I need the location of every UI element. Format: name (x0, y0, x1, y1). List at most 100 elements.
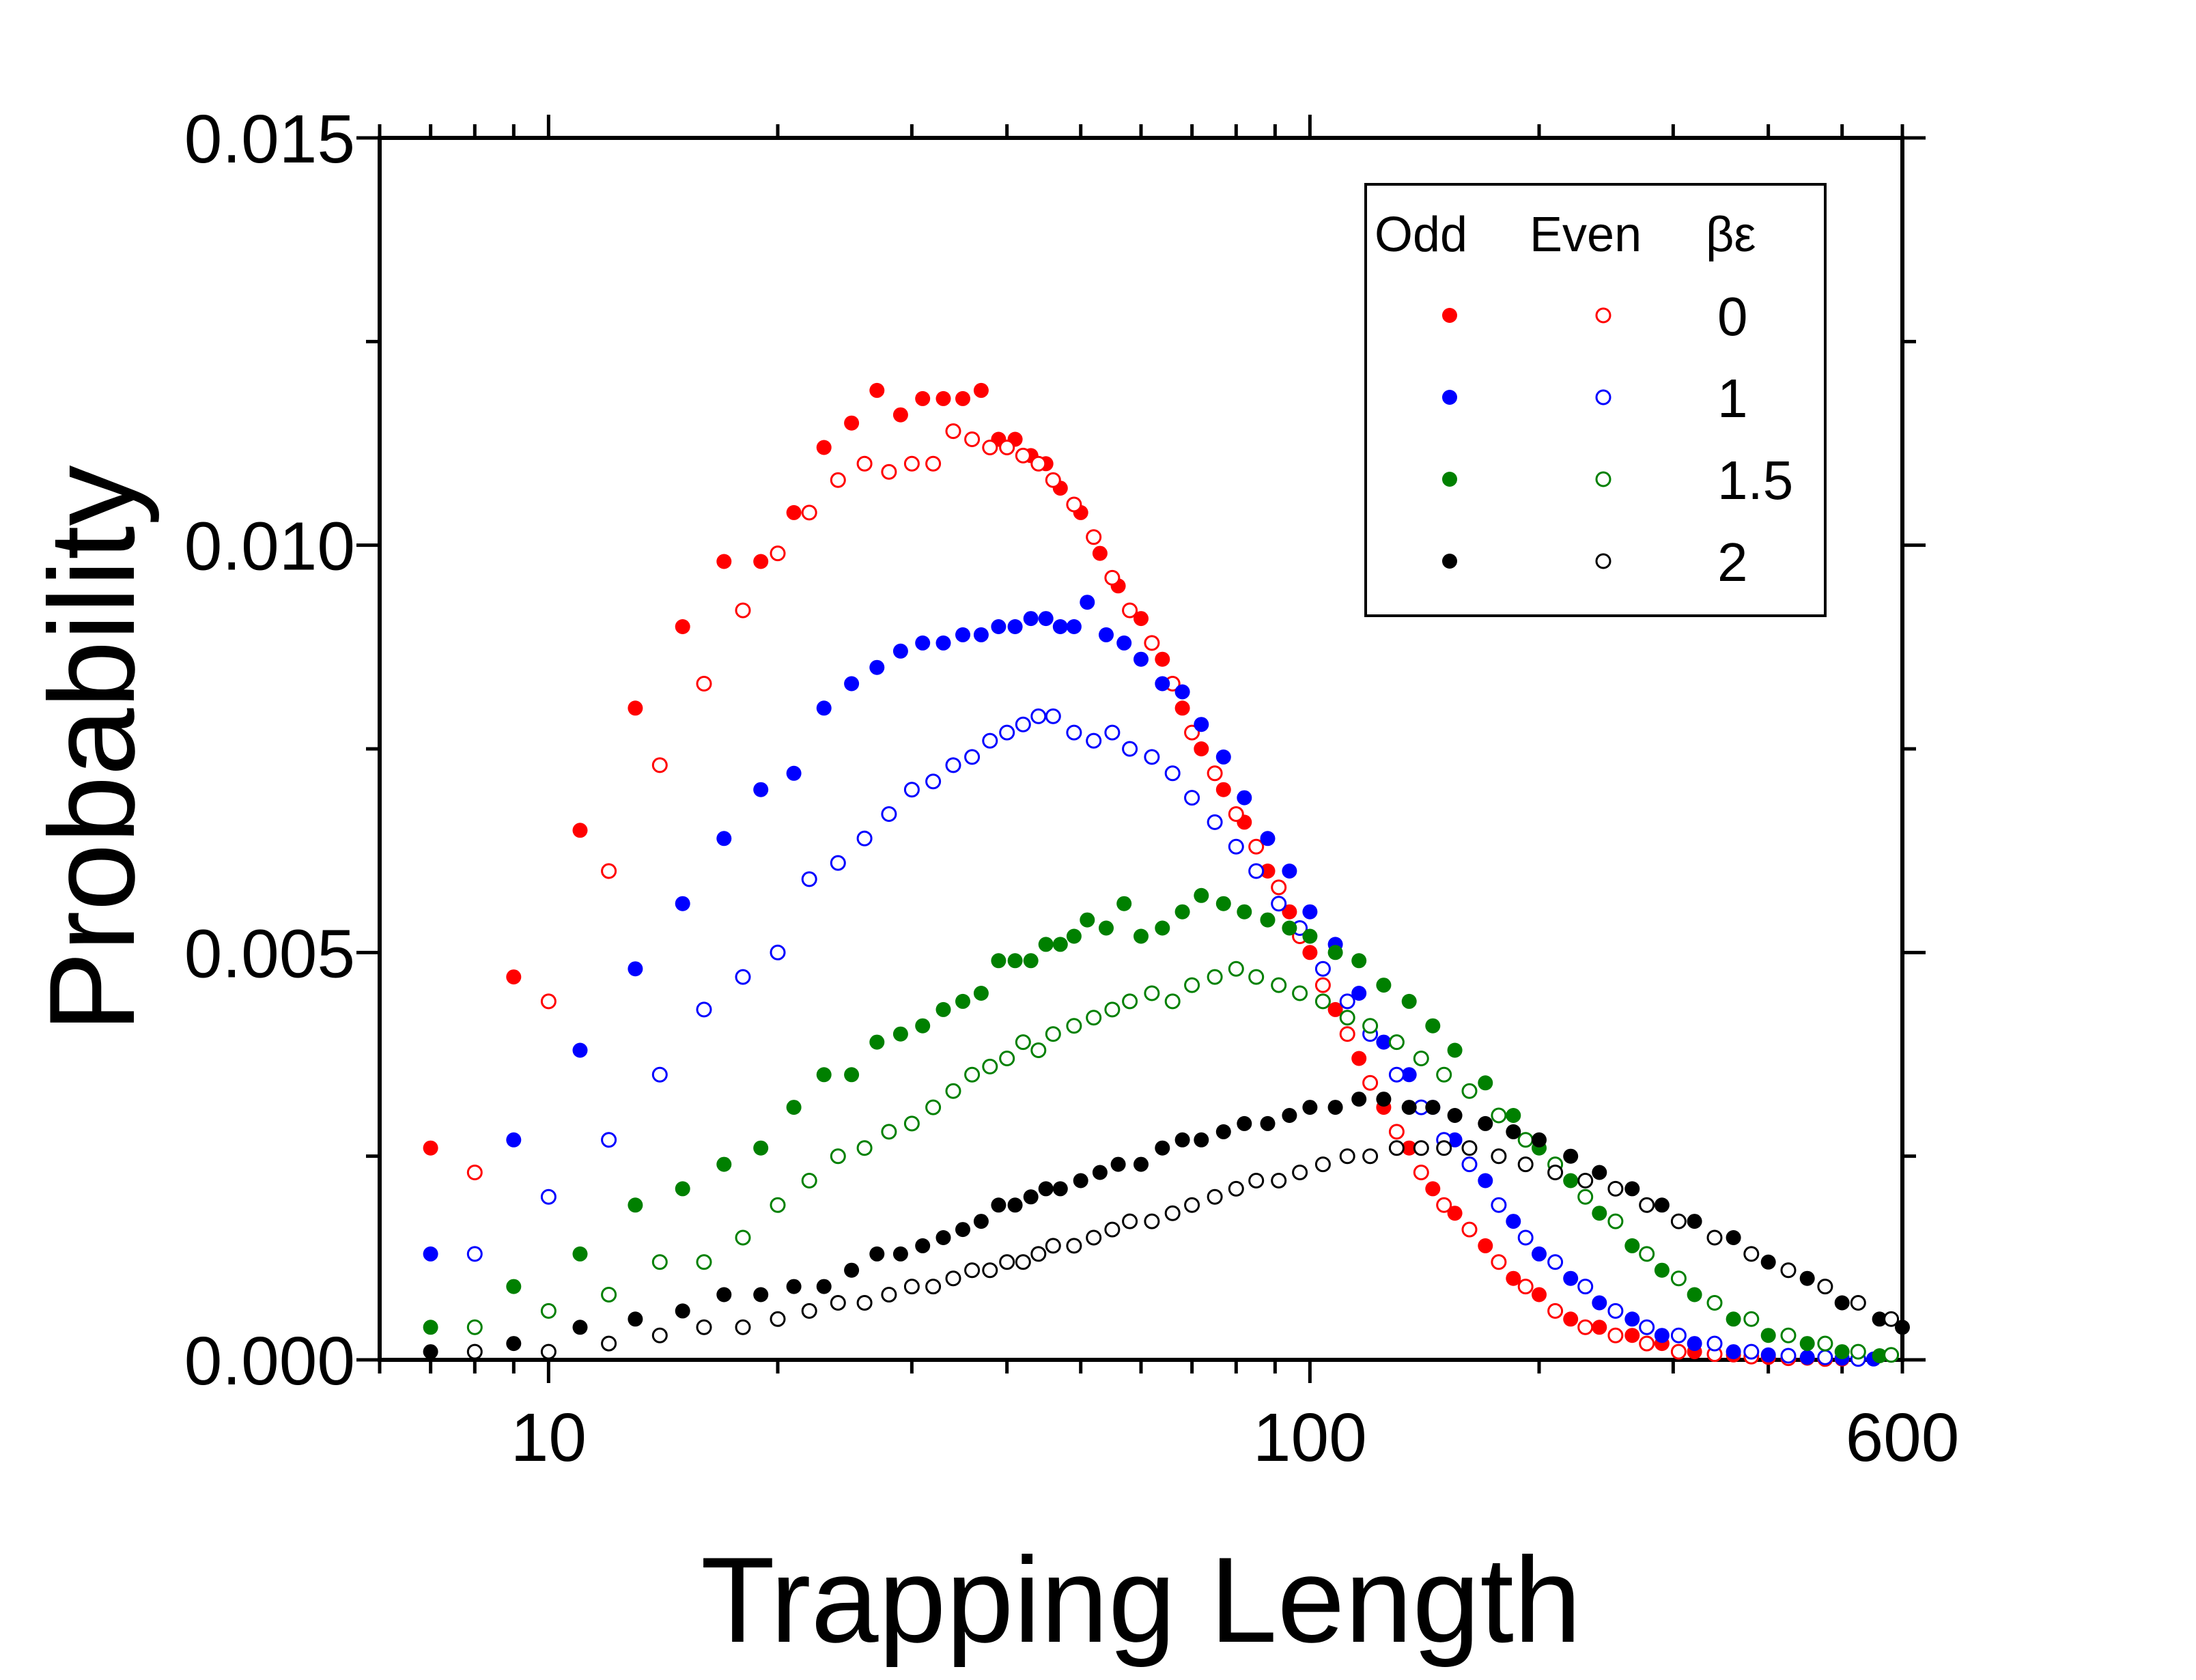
data-point (1592, 1295, 1607, 1311)
data-point (856, 455, 873, 472)
data-point (601, 863, 617, 879)
data-point (466, 1319, 483, 1335)
data-point (1351, 986, 1367, 1001)
data-point (1607, 1180, 1624, 1197)
data-point (1327, 945, 1343, 960)
data-point (1271, 1173, 1287, 1188)
data-point (1237, 904, 1252, 920)
data-point (973, 1214, 989, 1229)
data-point (1104, 724, 1121, 741)
data-point (696, 1254, 712, 1270)
legend-value: 1 (1717, 368, 1748, 429)
data-point (1351, 1051, 1367, 1066)
data-point (955, 993, 970, 1009)
data-point (716, 554, 732, 569)
data-point (1086, 529, 1102, 545)
data-point (1282, 920, 1297, 936)
data-point (1687, 1336, 1702, 1352)
data-point (801, 1302, 817, 1319)
data-point (1799, 1350, 1815, 1365)
data-point (540, 1302, 557, 1319)
data-point (1436, 1140, 1452, 1156)
data-point (1563, 1173, 1579, 1188)
data-point (601, 1335, 617, 1352)
data-point (770, 944, 786, 960)
data-point (628, 1197, 643, 1213)
data-point (1144, 635, 1160, 651)
data-point (816, 700, 832, 716)
data-point (1155, 920, 1170, 936)
data-point (1144, 749, 1160, 765)
legend-marker-even (1595, 471, 1611, 487)
data-point (1174, 684, 1190, 700)
data-point (1895, 1320, 1910, 1335)
data-point (1086, 732, 1102, 749)
data-point (1670, 1343, 1687, 1360)
data-point (1376, 1092, 1392, 1107)
data-point (1607, 1213, 1624, 1229)
data-point (1834, 1344, 1850, 1360)
data-point (1743, 1343, 1760, 1360)
data-point (675, 1181, 690, 1197)
data-point (1339, 1026, 1355, 1042)
data-point (1080, 912, 1095, 928)
data-point (770, 1197, 786, 1213)
data-point (1015, 1034, 1031, 1051)
data-point (856, 1295, 873, 1311)
data-point (786, 1100, 802, 1115)
data-point (1577, 1279, 1594, 1295)
data-point (1654, 1197, 1670, 1213)
legend-marker-odd (1442, 308, 1457, 323)
data-point (1038, 937, 1054, 952)
data-point (1339, 1148, 1355, 1165)
data-point (892, 1246, 908, 1262)
data-point (1030, 1246, 1047, 1262)
data-point (945, 1083, 961, 1099)
data-point (973, 986, 989, 1001)
data-point (973, 382, 989, 398)
data-point (816, 1279, 832, 1294)
data-point (1413, 1165, 1429, 1180)
data-point (1327, 1100, 1343, 1115)
data-point (1760, 1347, 1776, 1363)
data-point (1532, 1246, 1547, 1262)
data-point (1654, 1262, 1670, 1278)
data-point (816, 1067, 832, 1083)
axis-ticks (356, 115, 1926, 1383)
data-point (1517, 1132, 1534, 1148)
data-point (869, 1034, 885, 1050)
legend-value: 1.5 (1717, 450, 1793, 511)
data-point (1045, 1238, 1061, 1254)
series-even-be-0 (466, 423, 1833, 1367)
data-point (1184, 724, 1200, 741)
data-point (955, 1222, 970, 1238)
data-point (1174, 1132, 1190, 1148)
data-point (1547, 1302, 1564, 1319)
data-point (903, 782, 920, 798)
data-point (466, 1165, 483, 1180)
data-point (1670, 1270, 1687, 1287)
data-point (540, 1188, 557, 1205)
data-point (1388, 1124, 1405, 1140)
data-point (1799, 1336, 1815, 1352)
data-point (696, 1319, 712, 1335)
legend-marker-even (1595, 389, 1611, 405)
data-point (1425, 1100, 1441, 1115)
data-point (869, 1246, 885, 1262)
data-point (1726, 1311, 1741, 1327)
data-point (735, 1229, 751, 1246)
data-point (801, 1173, 817, 1188)
data-point (1207, 814, 1223, 830)
data-point (1436, 1066, 1452, 1083)
data-point (572, 1320, 588, 1335)
data-point (925, 1099, 942, 1115)
data-point (1260, 864, 1276, 879)
data-point (735, 969, 751, 985)
data-point (1872, 1311, 1887, 1327)
y-tick-label: 0.015 (184, 101, 355, 177)
data-point (753, 1287, 769, 1302)
data-point (1271, 896, 1287, 912)
data-point (1122, 993, 1138, 1010)
data-point (1624, 1328, 1640, 1343)
data-point (1228, 806, 1244, 822)
